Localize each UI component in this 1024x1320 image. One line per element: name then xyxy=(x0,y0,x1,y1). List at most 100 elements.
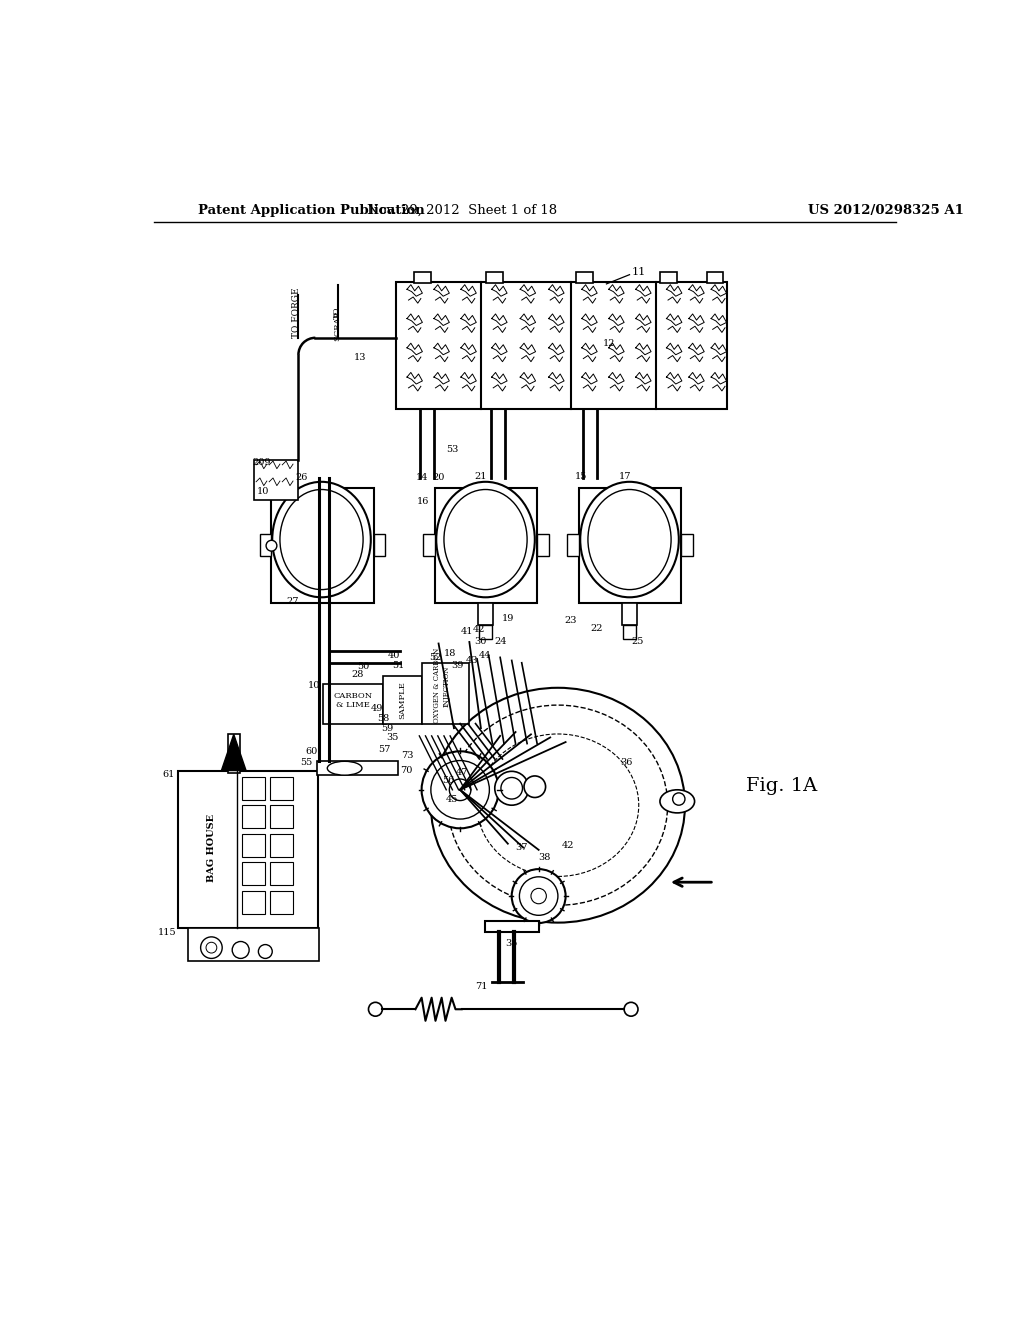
Bar xyxy=(660,272,677,284)
Text: 43: 43 xyxy=(466,656,478,665)
Bar xyxy=(414,272,431,284)
Text: 39: 39 xyxy=(452,660,464,669)
Text: 37: 37 xyxy=(515,843,528,851)
Text: 26: 26 xyxy=(295,474,307,482)
Text: 14: 14 xyxy=(416,474,428,482)
Circle shape xyxy=(673,793,685,805)
Text: 41: 41 xyxy=(461,627,473,636)
Bar xyxy=(243,805,265,829)
Circle shape xyxy=(232,941,249,958)
Text: 47: 47 xyxy=(456,768,468,777)
Circle shape xyxy=(501,777,522,799)
Ellipse shape xyxy=(280,490,364,590)
Text: 40: 40 xyxy=(388,651,400,660)
Text: Fig. 1A: Fig. 1A xyxy=(745,777,817,795)
Text: 21: 21 xyxy=(475,473,487,480)
Bar xyxy=(270,862,293,886)
Text: 15: 15 xyxy=(574,473,587,480)
Text: SAMPLE: SAMPLE xyxy=(398,681,407,718)
Text: 59: 59 xyxy=(381,725,393,734)
Text: 115: 115 xyxy=(158,928,177,937)
Text: SCRAP: SCRAP xyxy=(333,312,341,342)
Bar xyxy=(227,734,240,774)
Text: 42: 42 xyxy=(562,841,574,850)
Polygon shape xyxy=(221,734,246,771)
Text: Nov. 29, 2012  Sheet 1 of 18: Nov. 29, 2012 Sheet 1 of 18 xyxy=(367,205,557,218)
Circle shape xyxy=(531,888,547,904)
Text: 30: 30 xyxy=(475,638,487,647)
Bar xyxy=(188,928,319,961)
Ellipse shape xyxy=(436,482,535,598)
Text: 60: 60 xyxy=(305,747,317,756)
Ellipse shape xyxy=(581,482,679,598)
Bar xyxy=(243,891,265,913)
Text: 55: 55 xyxy=(300,759,312,767)
Ellipse shape xyxy=(588,490,671,590)
Text: 73: 73 xyxy=(401,751,414,759)
Bar xyxy=(270,776,293,800)
Text: 53: 53 xyxy=(446,445,459,454)
Bar xyxy=(270,805,293,829)
Text: Patent Application Publication: Patent Application Publication xyxy=(199,205,425,218)
Bar xyxy=(681,535,692,556)
Circle shape xyxy=(450,779,471,800)
Bar xyxy=(254,461,298,500)
Circle shape xyxy=(369,1002,382,1016)
Bar xyxy=(575,272,593,284)
Text: 42: 42 xyxy=(473,626,485,634)
Bar xyxy=(479,626,492,639)
Circle shape xyxy=(266,540,276,552)
Text: 12: 12 xyxy=(603,339,615,347)
Text: 35: 35 xyxy=(506,940,518,948)
Bar xyxy=(271,488,374,603)
Text: 35: 35 xyxy=(386,733,398,742)
Text: 50: 50 xyxy=(357,663,370,671)
Bar xyxy=(270,834,293,857)
Text: TO: TO xyxy=(333,306,341,318)
Bar xyxy=(624,626,636,639)
Circle shape xyxy=(201,937,222,958)
Bar xyxy=(567,535,579,556)
Text: 10: 10 xyxy=(307,681,319,690)
Ellipse shape xyxy=(477,734,639,876)
Text: TO FORGE: TO FORGE xyxy=(292,286,301,338)
Bar xyxy=(484,921,539,932)
Text: INJECTION: INJECTION xyxy=(443,665,451,706)
Circle shape xyxy=(422,751,499,829)
Text: 44: 44 xyxy=(478,651,492,660)
Text: CARBON: CARBON xyxy=(334,692,373,700)
Bar xyxy=(435,488,538,603)
Text: 22: 22 xyxy=(590,623,603,632)
Text: 13: 13 xyxy=(353,352,367,362)
Circle shape xyxy=(431,760,489,818)
Text: 25: 25 xyxy=(631,638,643,647)
Bar xyxy=(383,676,422,723)
Bar xyxy=(374,535,385,556)
Text: 10: 10 xyxy=(257,487,269,495)
Bar xyxy=(396,281,727,409)
Bar xyxy=(270,891,293,913)
Text: 52: 52 xyxy=(429,653,441,661)
Bar xyxy=(478,603,494,626)
Circle shape xyxy=(524,776,546,797)
Text: 28: 28 xyxy=(351,669,364,678)
Ellipse shape xyxy=(659,789,694,813)
Text: 70: 70 xyxy=(400,766,413,775)
Text: 17: 17 xyxy=(618,473,631,480)
Text: 56: 56 xyxy=(442,776,455,785)
Bar xyxy=(316,762,397,775)
Bar xyxy=(178,771,318,928)
Bar xyxy=(486,272,503,284)
Text: 61: 61 xyxy=(163,770,175,779)
Circle shape xyxy=(206,942,217,953)
Text: & LIME: & LIME xyxy=(336,701,370,709)
Ellipse shape xyxy=(444,490,527,590)
Ellipse shape xyxy=(272,482,371,598)
Text: 209: 209 xyxy=(252,458,270,467)
Bar xyxy=(622,603,637,626)
Bar xyxy=(260,535,271,556)
Text: 20: 20 xyxy=(432,474,444,482)
Bar xyxy=(538,535,549,556)
Circle shape xyxy=(625,1002,638,1016)
Text: 24: 24 xyxy=(494,638,507,647)
